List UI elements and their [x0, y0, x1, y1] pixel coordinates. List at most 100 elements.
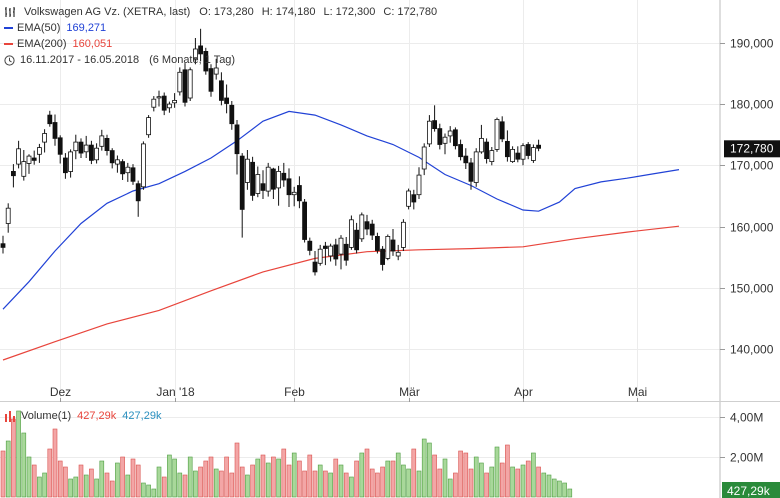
- volume-bar: [83, 474, 89, 498]
- time-tick-label: Feb: [284, 385, 305, 399]
- candle: [510, 146, 516, 163]
- candle: [5, 203, 11, 233]
- candle-body: [276, 170, 282, 189]
- candle-body: [166, 103, 172, 109]
- volume-bar: [525, 460, 531, 498]
- candle-body: [369, 223, 375, 236]
- candle-body: [146, 117, 152, 136]
- candle: [224, 84, 230, 114]
- candle-body: [120, 161, 125, 175]
- candle: [281, 162, 287, 187]
- candle: [239, 153, 245, 238]
- candle: [478, 124, 484, 154]
- price-tick-label: 160,000: [730, 221, 774, 235]
- candle: [213, 58, 219, 80]
- volume-bars: [0, 410, 573, 498]
- candle: [68, 149, 73, 178]
- ema50-name: EMA(50): [17, 22, 61, 34]
- volume-bar: [328, 472, 333, 498]
- candle: [172, 93, 178, 108]
- volume-bar: [193, 470, 198, 498]
- price-tick-label: 140,000: [730, 343, 774, 357]
- candle-body: [385, 235, 391, 259]
- candle: [452, 127, 458, 150]
- candle: [338, 235, 344, 270]
- candle: [135, 180, 141, 217]
- period-range: 16.11.2017 - 16.05.2018: [20, 54, 140, 66]
- candle: [250, 156, 256, 201]
- candle-body: [229, 104, 235, 125]
- candle-body: [260, 183, 266, 191]
- candle: [255, 166, 261, 198]
- candle: [94, 143, 99, 164]
- candle-body: [198, 45, 204, 55]
- candle-body: [291, 191, 297, 196]
- price-tick-label: 180,000: [730, 98, 774, 112]
- candle-body: [432, 120, 438, 129]
- volume-last-marker: 427,29k: [722, 482, 780, 498]
- candle: [198, 28, 204, 62]
- volume-bar: [146, 484, 151, 498]
- volume-bar: [198, 466, 203, 498]
- ema50-layer: [2, 110, 680, 310]
- candle-body: [442, 136, 448, 144]
- volume-bar: [390, 460, 396, 498]
- candle-body: [536, 144, 541, 149]
- volume-bar: [68, 478, 73, 498]
- candle-body: [421, 146, 427, 170]
- candle: [47, 110, 53, 127]
- candle-body: [187, 69, 193, 99]
- volume-bar: [63, 466, 68, 498]
- candle: [307, 237, 313, 256]
- volume-bar: [349, 476, 354, 498]
- candle: [182, 63, 188, 107]
- candle-body: [494, 119, 500, 150]
- time-tick-label: Apr: [514, 385, 533, 399]
- candle: [437, 123, 443, 150]
- volume-bar: [156, 466, 162, 498]
- candle: [536, 139, 541, 152]
- candle-body: [99, 135, 105, 147]
- clock-icon: [4, 54, 15, 66]
- candle: [291, 186, 297, 207]
- volume-bar: [11, 418, 16, 498]
- price-tick-label: 150,000: [730, 282, 774, 296]
- volume-bar: [229, 472, 235, 498]
- candle: [78, 138, 84, 158]
- candle: [151, 96, 157, 112]
- volume-bar: [515, 468, 521, 498]
- volume-bar: [437, 468, 443, 498]
- volume-bar: [323, 470, 328, 498]
- volume-bar: [453, 472, 458, 498]
- volume-bar: [286, 464, 292, 498]
- candle: [265, 162, 271, 197]
- volume-bar: [312, 470, 318, 498]
- candle: [317, 244, 323, 266]
- candle: [218, 72, 224, 106]
- candle-body: [437, 128, 443, 145]
- candle: [187, 67, 193, 101]
- volume-bar: [125, 474, 131, 498]
- candle-body: [520, 145, 526, 160]
- volume-title: Volume(1): [21, 410, 72, 422]
- volume-bar: [406, 468, 411, 498]
- open-label: O:: [199, 6, 211, 18]
- candle-body: [10, 170, 16, 177]
- candle: [208, 64, 214, 97]
- ema50-value: 169,271: [66, 22, 107, 34]
- volume-bar: [302, 470, 307, 498]
- volume-bar: [484, 472, 489, 498]
- candle-body: [208, 68, 214, 92]
- last-price-marker: 172,780: [724, 140, 780, 158]
- candle: [26, 154, 32, 174]
- volume-bar: [557, 480, 562, 498]
- candle: [16, 140, 22, 169]
- candle-body: [374, 235, 380, 251]
- candle-body: [130, 167, 136, 182]
- candle: [156, 90, 162, 107]
- volume-axis: 2,00M 4,00M: [720, 411, 763, 465]
- candle: [276, 165, 282, 206]
- candle-body: [468, 162, 474, 182]
- candle-body: [338, 237, 344, 255]
